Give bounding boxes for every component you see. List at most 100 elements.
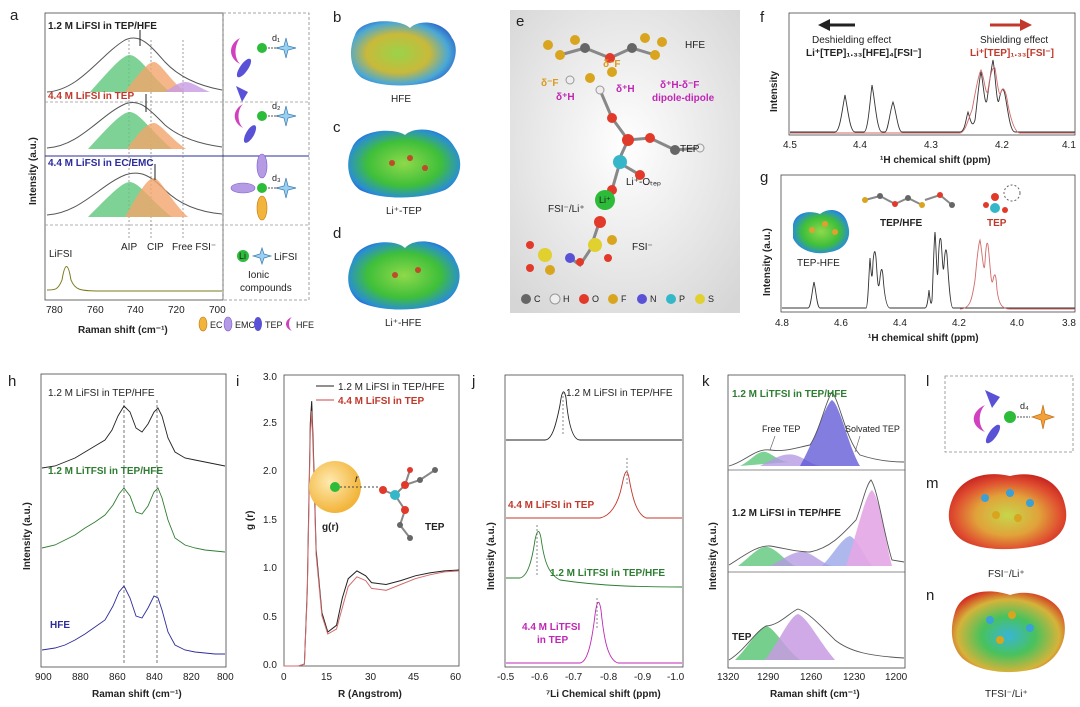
trace-label-a3: 4.4 M LiFSI in EC/EMC bbox=[48, 158, 154, 169]
esp-surface-li-hfe bbox=[348, 241, 460, 310]
panel-k: k 1.2 M LiTFSI in TEP/HFE Free TEP Solva… bbox=[702, 373, 908, 700]
annot-solvated-tep: Solvated TEP bbox=[845, 424, 900, 434]
xtick-h-1: 880 bbox=[72, 672, 89, 683]
ytick-i-1: 0.5 bbox=[263, 612, 277, 623]
caption-m: FSI⁻/Li⁺ bbox=[988, 569, 1025, 580]
f-right-formula: Li⁺[TEP]₁.₃₃[FSI⁻] bbox=[970, 48, 1054, 59]
panel-i: i 0.0 0.5 1.0 1.5 2.0 2.5 3.0 g (r) 0 15… bbox=[236, 372, 462, 700]
trace-label-h1: 1.2 M LiFSI in TEP/HFE bbox=[48, 388, 155, 399]
caption-d: Li⁺-HFE bbox=[385, 318, 422, 329]
inset-tep-molecule bbox=[379, 467, 438, 541]
d2-label: d₂ bbox=[272, 101, 281, 111]
trace-k1 bbox=[728, 391, 905, 467]
xlabel-h: Raman shift (cm⁻¹) bbox=[92, 689, 182, 700]
axes-frame-i bbox=[283, 374, 460, 667]
panel-label-i: i bbox=[236, 373, 239, 390]
ylabel-j: Intensity (a.u.) bbox=[486, 522, 497, 590]
panel-label-b: b bbox=[333, 9, 341, 26]
schematic-frame bbox=[222, 12, 310, 301]
panel-label-k: k bbox=[702, 373, 710, 390]
solvent-tep: TEP bbox=[265, 320, 283, 330]
panel-m: m FSI⁻/Li⁺ bbox=[926, 474, 1067, 580]
solvent-legend: EC EMC TEP HFE bbox=[198, 316, 314, 332]
f-left-title: Deshielding effect bbox=[812, 35, 892, 46]
caption-n: TFSI⁻/Li⁺ bbox=[985, 689, 1028, 700]
xtick-f-0: 4.5 bbox=[783, 140, 797, 151]
svg-text:Li: Li bbox=[239, 251, 246, 261]
f-right-title: Shielding effect bbox=[980, 35, 1048, 46]
trace-label-a4: LiFSI bbox=[49, 249, 72, 260]
panel-c: c Li⁺-TEP bbox=[333, 119, 461, 217]
legend-sub-a-1: compounds bbox=[240, 283, 292, 294]
label-li-otep: Li⁺-Oₜₑₚ bbox=[626, 177, 661, 188]
xtick-i-3: 45 bbox=[408, 672, 420, 683]
label-fsi: FSI⁻ bbox=[632, 242, 653, 253]
axes-frame-j bbox=[504, 374, 684, 668]
gr-series-1 bbox=[284, 410, 460, 667]
xtick-k-0: 1320 bbox=[717, 672, 740, 683]
trace-label-j1: 1.2 M LiFSI in TEP/HFE bbox=[566, 388, 673, 399]
legend-sub-a-0: Ionic bbox=[248, 270, 269, 281]
panel-n: n TFSI⁻/Li⁺ bbox=[926, 587, 1065, 700]
panel-label-d: d bbox=[333, 225, 341, 242]
ytick-i-4: 2.0 bbox=[263, 466, 277, 477]
trace-label-j3: 1.2 M LiTFSI in TEP/HFE bbox=[550, 568, 665, 579]
svg-text:Li⁺: Li⁺ bbox=[599, 195, 611, 205]
esp-surface-tfsi-li bbox=[951, 591, 1065, 673]
caption-c: Li⁺-TEP bbox=[386, 206, 422, 217]
panel-a: a 1.2 M LiFSI in TEP/HFE 4.4 M LiFSI in … bbox=[10, 7, 314, 336]
xtick-h-4: 820 bbox=[183, 672, 200, 683]
annot-free-tep: Free TEP bbox=[762, 424, 800, 434]
schematic-d2: d₂ bbox=[234, 86, 297, 143]
ylabel-a: Intensity (a.u.) bbox=[28, 137, 39, 205]
xtick-h-5: 800 bbox=[217, 672, 234, 683]
peak-label-free: Free FSI⁻ bbox=[172, 242, 216, 253]
molecule-tep-hfe bbox=[862, 192, 955, 208]
atoms-fsi bbox=[526, 216, 617, 275]
trace-j2 bbox=[506, 471, 682, 519]
xtick-a-1: 760 bbox=[87, 305, 104, 316]
panel-label-e: e bbox=[516, 13, 524, 30]
xtick-g-1: 4.6 bbox=[834, 318, 848, 329]
xtick-g-0: 4.8 bbox=[775, 318, 789, 329]
ylabel-f: Intensity bbox=[769, 70, 780, 112]
label-hfe: HFE bbox=[685, 40, 705, 51]
axes-frame-g bbox=[780, 174, 1076, 313]
atom-p: P bbox=[679, 294, 685, 304]
atoms-hfe bbox=[543, 33, 667, 95]
trace-j1 bbox=[506, 391, 682, 441]
xtick-a-2: 740 bbox=[127, 305, 144, 316]
atom-n: N bbox=[650, 294, 657, 304]
spectrum-f-red bbox=[790, 67, 1075, 134]
xlabel-g: ¹H chemical shift (ppm) bbox=[868, 333, 979, 344]
ionic-legend: Li LiFSI Ionic compounds bbox=[237, 246, 297, 294]
series-i bbox=[284, 401, 460, 667]
spectrum-g-red bbox=[959, 238, 1075, 310]
trace-label-k1: 1.2 M LiTFSI in TEP/HFE bbox=[732, 389, 847, 400]
panel-label-n: n bbox=[926, 587, 934, 604]
panel-g: g TEP-HFE TEP/HFE TEP Intensity (a.u.) 4… bbox=[760, 169, 1076, 344]
schematic-d1: d₁ bbox=[231, 33, 297, 78]
xlabel-j: ⁷Li Chemical shift (ppm) bbox=[546, 689, 661, 700]
xtick-f-2: 4.3 bbox=[924, 140, 938, 151]
xtick-f-1: 4.4 bbox=[853, 140, 867, 151]
xtick-k-2: 1260 bbox=[800, 672, 823, 683]
xtick-k-1: 1290 bbox=[757, 672, 780, 683]
cip-fill-a2 bbox=[127, 123, 186, 149]
esp-surface-tep-hfe bbox=[793, 209, 850, 254]
panel-label-g: g bbox=[760, 169, 768, 186]
xtick-j-3: -0.8 bbox=[600, 672, 618, 683]
ylabel-g: Intensity (a.u.) bbox=[762, 228, 773, 296]
xtick-j-4: -0.9 bbox=[634, 672, 652, 683]
axes-frame-h bbox=[40, 373, 227, 668]
xtick-j-5: -1.0 bbox=[667, 672, 685, 683]
xtick-g-5: 3.8 bbox=[1062, 318, 1076, 329]
xtick-i-4: 60 bbox=[450, 672, 462, 683]
trace-a3 bbox=[46, 172, 223, 216]
panel-label-a: a bbox=[10, 7, 19, 24]
ylabel-i: g (r) bbox=[245, 511, 256, 530]
label-delta-f-2: δ⁻F bbox=[603, 59, 620, 70]
xlabel-a: Raman shift (cm⁻¹) bbox=[78, 325, 168, 336]
f-left-formula: Li⁺[TEP]₁.₃₃[HFE]₄[FSI⁻] bbox=[806, 48, 921, 59]
xlabel-f: ¹H chemical shift (ppm) bbox=[880, 155, 991, 166]
